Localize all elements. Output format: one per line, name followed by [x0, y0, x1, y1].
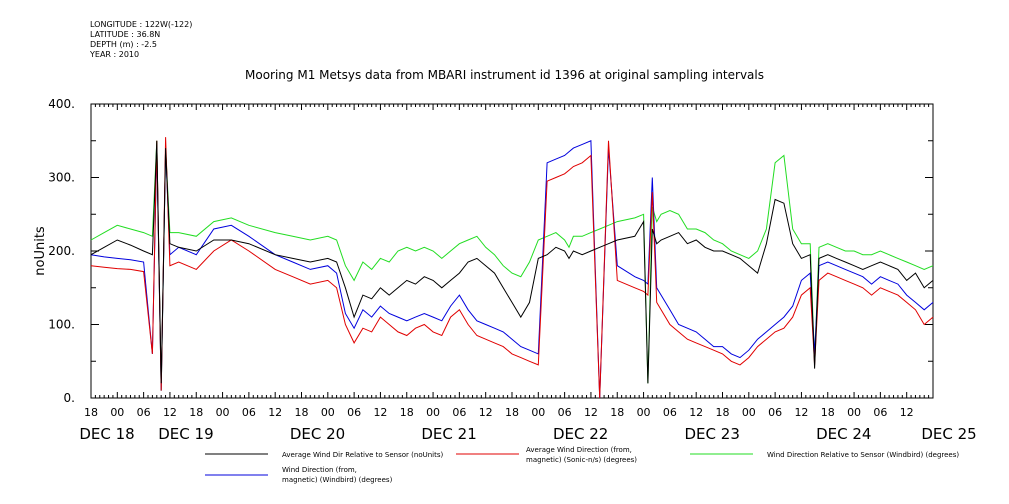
y-tick-label: 0.	[64, 391, 75, 405]
x-tick-label: 00	[216, 406, 230, 419]
x-tick-label: 18	[400, 406, 414, 419]
series-line-1	[90, 137, 934, 399]
x-tick-label: 12	[479, 406, 493, 419]
x-tick-label: 18	[716, 406, 730, 419]
axes-layer: 18 00 06 12 18 00 06 12 18 00 06 12 18 00 06 12 18 00 06 12…	[33, 97, 977, 443]
legend-layer: Average Wind Dir Relative to Sensor (noU…	[205, 446, 959, 484]
x-day-label: DEC 22	[553, 425, 608, 443]
x-tick-label: 06	[347, 406, 361, 419]
x-day-label: DEC 18	[79, 425, 134, 443]
x-tick-label: 06	[873, 406, 887, 419]
x-tick-label: 18	[189, 406, 203, 419]
x-day-label: DEC 20	[290, 425, 345, 443]
legend-label-blue-1: Wind Direction (from,	[282, 466, 357, 474]
series-layer	[90, 137, 934, 399]
x-tick-label: 12	[794, 406, 808, 419]
legend-label-red-2: magnetic) (Sonic-n/s) (degrees)	[526, 456, 637, 464]
legend-label-black: Average Wind Dir Relative to Sensor (noU…	[282, 451, 443, 459]
x-tick-label: 06	[768, 406, 782, 419]
x-day-label: DEC 25	[921, 425, 976, 443]
series-line-0	[90, 140, 934, 384]
x-tick-label: 12	[584, 406, 598, 419]
x-tick-label: 00	[742, 406, 756, 419]
x-tick-label: 18	[295, 406, 309, 419]
x-tick-label: 18	[821, 406, 835, 419]
x-tick-label: 12	[900, 406, 914, 419]
meta-year: YEAR : 2010	[90, 50, 140, 59]
y-tick-label: 100.	[48, 318, 75, 332]
x-day-label: DEC 23	[685, 425, 740, 443]
x-tick-label: 00	[847, 406, 861, 419]
series-line-2	[90, 140, 934, 391]
x-tick-label: 18	[610, 406, 624, 419]
y-tick-label: 400.	[48, 97, 75, 111]
x-tick-label: 12	[373, 406, 387, 419]
legend-label-green: Wind Direction Relative to Sensor (Windb…	[767, 451, 959, 459]
x-tick-label: 06	[558, 406, 572, 419]
x-tick-label: 06	[663, 406, 677, 419]
chart-title: Mooring M1 Metsys data from MBARI instru…	[245, 68, 764, 82]
x-tick-label: 00	[426, 406, 440, 419]
x-tick-label: 00	[321, 406, 335, 419]
y-axis-label: noUnits	[33, 226, 48, 276]
x-tick-label: 06	[242, 406, 256, 419]
x-day-label: DEC 21	[421, 425, 476, 443]
meta-depth: DEPTH (m) : -2.5	[90, 40, 157, 49]
meta-latitude: LATITUDE : 36.8N	[90, 30, 161, 39]
metadata-block: LONGITUDE : 122W(-122) LATITUDE : 36.8N …	[90, 20, 192, 60]
x-tick-label: 12	[163, 406, 177, 419]
x-day-label: DEC 19	[158, 425, 213, 443]
x-tick-label: 00	[110, 406, 124, 419]
legend-label-blue-2: magnetic) (Windbird) (degrees)	[282, 476, 393, 484]
series-line-3	[90, 140, 934, 399]
x-day-label: DEC 24	[816, 425, 871, 443]
x-tick-label: 00	[531, 406, 545, 419]
x-tick-label: 18	[84, 406, 98, 419]
x-tick-label: 12	[689, 406, 703, 419]
x-tick-label: 00	[637, 406, 651, 419]
y-tick-label: 200.	[48, 244, 75, 258]
y-tick-label: 300.	[48, 171, 75, 185]
x-tick-label: 06	[452, 406, 466, 419]
x-tick-label: 06	[137, 406, 151, 419]
x-tick-label: 12	[268, 406, 282, 419]
meta-longitude: LONGITUDE : 122W(-122)	[90, 20, 193, 29]
legend-label-red-1: Average Wind Direction (from,	[526, 446, 632, 454]
x-tick-label: 18	[505, 406, 519, 419]
